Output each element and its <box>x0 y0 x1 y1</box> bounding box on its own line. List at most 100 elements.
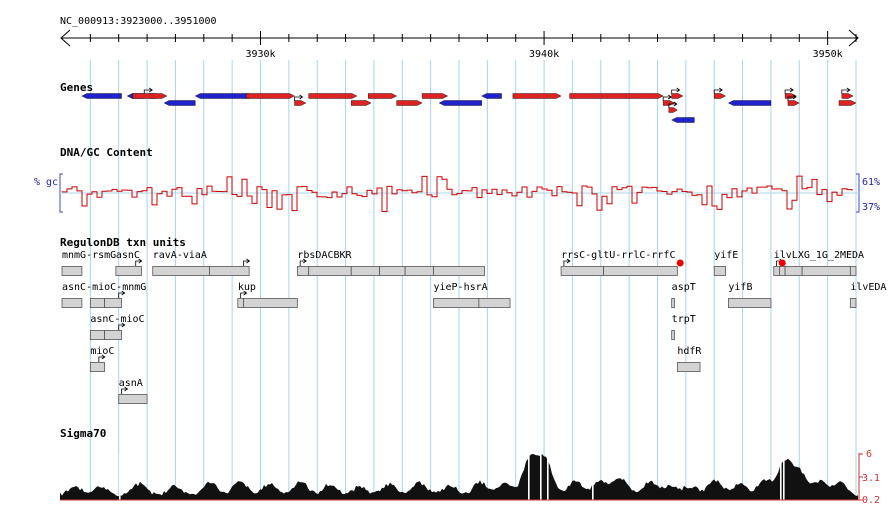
txn-unit-segment[interactable] <box>89 362 105 372</box>
gene-start-arrow-icon <box>668 101 678 108</box>
txn-unit-segment[interactable] <box>61 298 83 308</box>
txn-unit-segment[interactable] <box>237 298 244 308</box>
txn-unit-hdfr[interactable]: hdfR <box>676 346 702 372</box>
txn-unit-segment[interactable] <box>308 266 352 276</box>
txn-unit-yife[interactable]: yifE <box>713 250 738 276</box>
txn-unit-segment[interactable] <box>379 266 406 276</box>
gene-feature[interactable] <box>81 93 122 99</box>
txn-unit-segment[interactable] <box>478 298 511 308</box>
sigma70-gap <box>780 454 782 500</box>
txn-unit-asnc[interactable]: asnC <box>115 250 143 276</box>
txn-unit-segment[interactable] <box>89 330 105 340</box>
txn-unit-segment[interactable] <box>849 266 857 276</box>
gene-feature[interactable] <box>132 93 168 99</box>
txn-unit-segment[interactable] <box>209 266 250 276</box>
gene-feature[interactable] <box>294 100 307 106</box>
txn-unit-segment[interactable] <box>801 266 851 276</box>
gene-feature[interactable] <box>671 93 684 99</box>
gene-feature[interactable] <box>714 93 727 99</box>
txn-unit-segment[interactable] <box>104 330 122 340</box>
gene-feature[interactable] <box>163 100 196 106</box>
txn-unit-segment[interactable] <box>104 298 122 308</box>
txn-unit-segment[interactable] <box>404 266 434 276</box>
gene-feature[interactable] <box>438 100 482 106</box>
txn-unit-segment[interactable] <box>152 266 210 276</box>
txn-unit-segment[interactable] <box>433 266 485 276</box>
txn-unit-label: kup <box>238 282 256 293</box>
genes-track-title: Genes <box>60 81 93 94</box>
tick-label-3930k: 3930k <box>245 49 275 60</box>
gene-feature[interactable] <box>421 93 449 99</box>
genes-track[interactable]: Genes <box>60 81 857 123</box>
txn-unit-segment[interactable] <box>296 266 310 276</box>
gene-features[interactable] <box>81 87 857 123</box>
txn-unit-rava-viaa[interactable]: ravA-viaA <box>152 250 251 276</box>
txn-unit-asna[interactable]: asnA <box>118 378 148 404</box>
txn-unit-segment[interactable] <box>603 266 678 276</box>
txn-unit-asnc-mioc[interactable]: asnC-mioC <box>89 314 145 340</box>
txn-unit-segment[interactable] <box>560 266 605 276</box>
txn-unit-segment[interactable] <box>713 266 726 276</box>
txn-unit-mioc[interactable]: mioC <box>89 346 114 372</box>
gene-feature[interactable] <box>787 100 800 106</box>
txn-unit-segment[interactable] <box>671 298 675 308</box>
txn-unit-rbsdacbkr[interactable]: rbsDACBKR <box>296 250 485 276</box>
txn-unit-ilvlxg-1g-2meda[interactable]: ilvLXG_1G_2MEDA <box>773 250 864 276</box>
txn-unit-segment[interactable] <box>118 394 148 404</box>
txn-unit-features[interactable]: mnmG-rsmG asnC ravA-viaA rbsDACBKR rrsC-gltU… <box>61 250 886 404</box>
txn-unit-segment[interactable] <box>89 298 105 308</box>
gene-start-arrow-icon <box>841 87 851 94</box>
txn-unit-segment[interactable] <box>61 266 83 276</box>
txn-unit-mnmg-rsmg[interactable]: mnmG-rsmG <box>61 250 116 276</box>
txn-unit-segment[interactable] <box>243 298 298 308</box>
tick-label-3940k: 3940k <box>529 49 559 60</box>
txn-unit-label: yieP-hsrA <box>433 282 487 293</box>
terminator-icon <box>676 259 684 267</box>
txn-unit-segment[interactable] <box>773 266 780 276</box>
txn-unit-segment[interactable] <box>784 266 803 276</box>
gene-feature[interactable] <box>727 100 772 106</box>
txn-unit-yifb[interactable]: yifB <box>727 282 772 308</box>
txn-unit-segment[interactable] <box>433 298 480 308</box>
gc-min-label: 37% <box>862 202 880 213</box>
txn-unit-kup[interactable]: kup <box>237 282 298 308</box>
promoter-arrow-icon <box>299 258 307 266</box>
gene-feature[interactable] <box>841 93 854 99</box>
txn-unit-rrsc-gltu-rrlc-rrfc[interactable]: rrsC-gltU-rrlC-rrfC <box>560 250 684 276</box>
gene-feature[interactable] <box>351 100 372 106</box>
txn-unit-segment[interactable] <box>779 266 786 276</box>
gene-feature[interactable] <box>838 100 857 106</box>
txn-unit-segment[interactable] <box>849 298 857 308</box>
txn-unit-label: mioC <box>90 346 114 357</box>
gene-feature[interactable] <box>308 93 358 99</box>
txn-unit-label: yifB <box>728 282 752 293</box>
gc-content-track[interactable]: DNA/GC Content % gc 61% 37% <box>34 146 880 213</box>
scroll-left-arrow[interactable] <box>60 29 71 47</box>
txn-unit-segment[interactable] <box>350 266 381 276</box>
gene-feature[interactable] <box>512 93 562 99</box>
gene-feature[interactable] <box>481 93 502 99</box>
txn-unit-segment[interactable] <box>676 362 701 372</box>
txn-unit-asnc-mioc-mnmg[interactable]: asnC-mioC-mnmG <box>61 282 146 308</box>
txn-unit-label: trpT <box>672 314 696 325</box>
ruler[interactable]: NC_000913:3923000..3951000 3930k 3940k 3… <box>60 16 859 60</box>
regulondb-track[interactable]: RegulonDB txn units mnmG-rsmG asnC ravA-vi… <box>60 236 886 404</box>
txn-unit-segment[interactable] <box>671 330 675 340</box>
txn-unit-segment[interactable] <box>115 266 142 276</box>
txn-unit-aspt[interactable]: aspT <box>671 282 696 308</box>
gene-feature[interactable] <box>569 93 664 99</box>
gene-feature[interactable] <box>671 117 695 123</box>
txn-unit-trpt[interactable]: trpT <box>671 314 696 340</box>
sigma70-track[interactable]: Sigma70 6 3.1 0.2 <box>60 427 880 506</box>
gene-feature[interactable] <box>396 100 423 106</box>
gene-feature[interactable] <box>246 93 295 99</box>
txn-unit-ilveda[interactable]: ilvEDA <box>849 282 886 308</box>
gene-feature[interactable] <box>368 93 398 99</box>
gene-feature[interactable] <box>668 107 678 113</box>
terminator-icon <box>778 259 786 267</box>
scroll-right-arrow[interactable] <box>848 29 859 47</box>
txn-unit-segment[interactable] <box>727 298 772 308</box>
gene-feature[interactable] <box>194 93 250 99</box>
txn-unit-yiep-hsra[interactable]: yieP-hsrA <box>433 282 511 308</box>
